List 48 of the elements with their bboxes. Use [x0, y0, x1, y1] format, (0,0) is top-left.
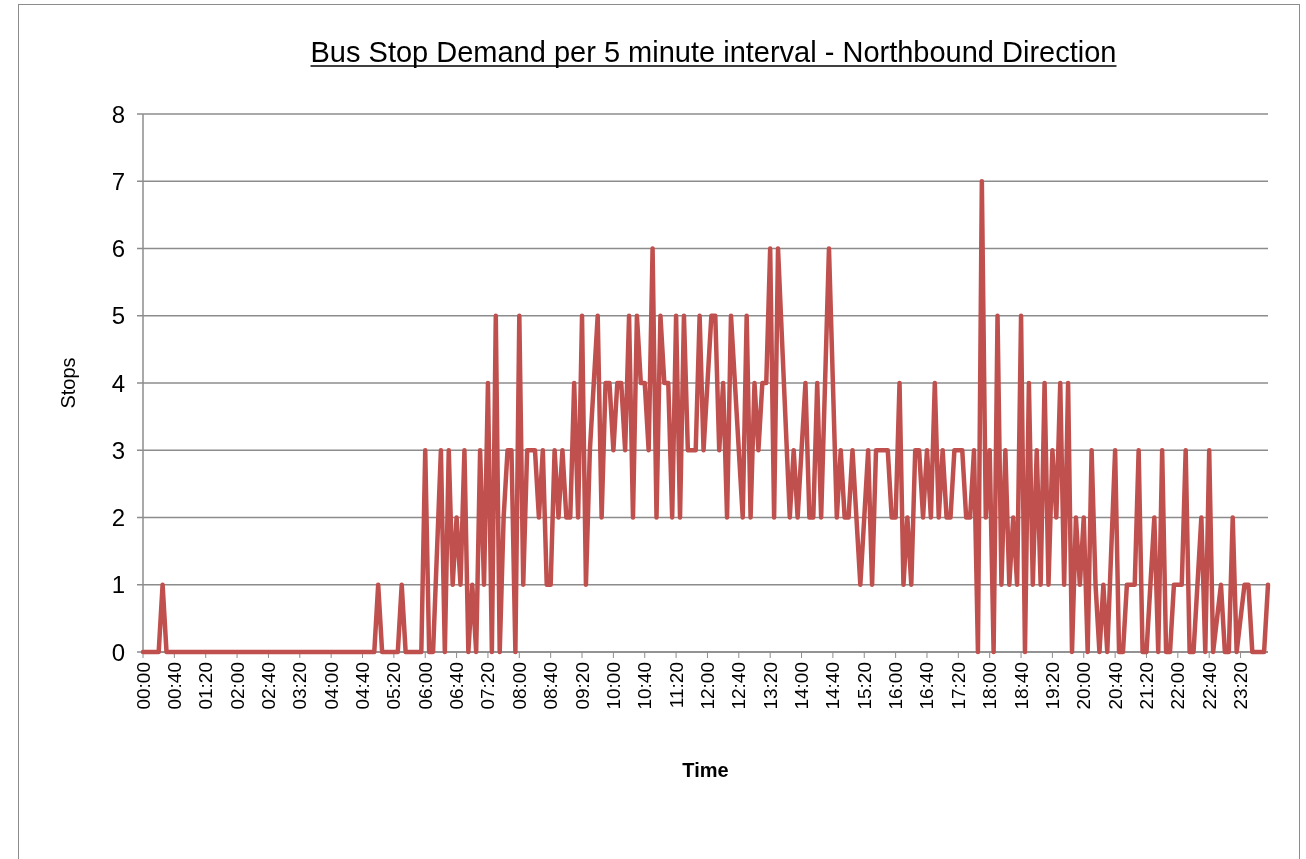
x-tick-label: 02:40 [257, 662, 279, 710]
x-tick-label: 11:20 [665, 662, 687, 709]
x-tick-label: 15:20 [853, 662, 875, 710]
x-tick-label: 06:40 [446, 662, 468, 710]
x-tick-label: 00:00 [132, 662, 154, 710]
x-tick-label: 12:00 [696, 662, 718, 710]
x-tick-label: 22:00 [1167, 662, 1189, 710]
x-tick-label: 09:20 [571, 662, 593, 710]
x-tick-label: 12:40 [728, 662, 750, 710]
x-tick-label: 14:00 [791, 662, 813, 710]
x-tick-label: 02:00 [226, 662, 248, 710]
y-tick-label: 5 [111, 302, 125, 330]
y-axis-title: Stops [57, 357, 79, 409]
x-tick-label: 10:40 [634, 662, 656, 710]
x-axis-title: Time [682, 759, 729, 781]
y-tick-label: 3 [111, 436, 125, 464]
x-tick-label: 16:00 [885, 662, 907, 710]
x-tick-label: 08:40 [540, 662, 562, 710]
y-tick-label: 7 [111, 167, 125, 195]
x-tick-label: 23:20 [1230, 662, 1252, 710]
y-tick-label: 2 [111, 504, 125, 531]
x-tick-label: 18:40 [1010, 662, 1032, 710]
x-tick-label: 16:40 [916, 662, 938, 710]
x-tick-label: 13:20 [759, 662, 781, 710]
x-tick-label: 07:20 [477, 662, 499, 710]
x-tick-label: 22:40 [1198, 662, 1220, 710]
y-tick-label: 4 [111, 369, 125, 397]
x-tick-label: 08:00 [508, 662, 530, 710]
x-tick-label: 10:00 [602, 662, 624, 710]
x-tick-label: 03:20 [289, 662, 311, 710]
x-tick-label: 01:20 [195, 662, 217, 710]
y-tick-label: 0 [111, 638, 125, 666]
x-tick-label: 05:20 [383, 662, 405, 710]
x-tick-label: 20:40 [1104, 662, 1126, 710]
x-tick-label: 20:00 [1073, 662, 1095, 710]
x-tick-label: 04:00 [320, 662, 342, 710]
x-tick-label: 04:40 [352, 662, 374, 710]
x-tick-label: 06:00 [414, 662, 436, 710]
x-tick-label: 17:20 [947, 662, 969, 710]
y-tick-label: 1 [111, 571, 125, 599]
x-tick-label: 14:40 [822, 662, 844, 710]
chart-title: Bus Stop Demand per 5 minute interval - Northbound Direction [310, 36, 1117, 68]
x-tick-label: 21:20 [1135, 662, 1157, 710]
x-tick-label: 00:40 [163, 662, 185, 710]
y-tick-label: 6 [111, 235, 125, 262]
x-tick-label: 18:00 [979, 662, 1001, 710]
x-tick-label: 19:20 [1041, 662, 1063, 710]
y-tick-label: 8 [111, 100, 125, 128]
